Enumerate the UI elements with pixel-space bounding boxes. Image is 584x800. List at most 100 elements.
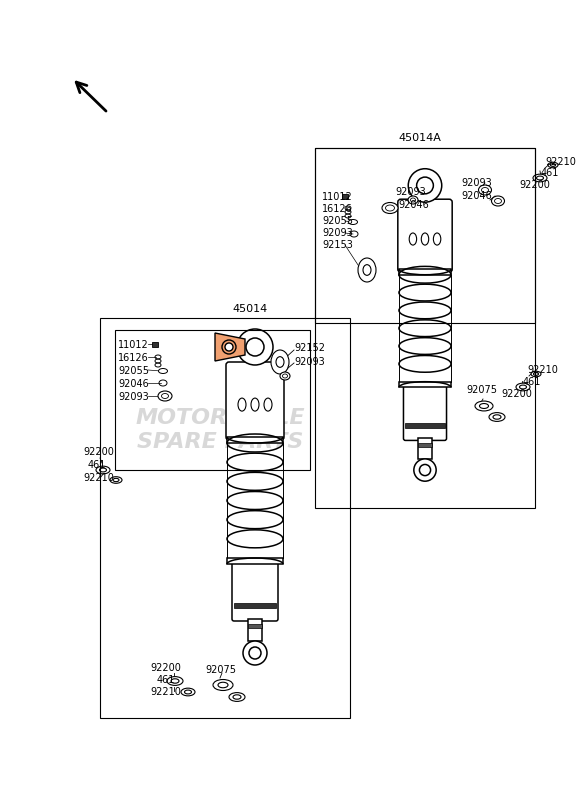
Text: 92153: 92153 bbox=[322, 240, 353, 250]
Bar bbox=[100, 318, 350, 718]
Text: 16126: 16126 bbox=[118, 353, 149, 363]
Ellipse shape bbox=[416, 177, 433, 194]
Ellipse shape bbox=[96, 466, 110, 474]
Text: 461: 461 bbox=[88, 460, 106, 470]
Text: 92200: 92200 bbox=[519, 180, 550, 190]
Ellipse shape bbox=[213, 679, 233, 690]
Text: 92093: 92093 bbox=[395, 187, 426, 197]
Ellipse shape bbox=[493, 414, 501, 419]
Ellipse shape bbox=[479, 403, 488, 409]
Ellipse shape bbox=[475, 401, 493, 411]
Ellipse shape bbox=[358, 258, 376, 282]
Ellipse shape bbox=[276, 357, 284, 367]
Text: 461: 461 bbox=[541, 168, 559, 178]
Ellipse shape bbox=[478, 185, 492, 195]
Ellipse shape bbox=[385, 205, 395, 211]
Ellipse shape bbox=[382, 202, 398, 214]
Ellipse shape bbox=[243, 641, 267, 665]
Ellipse shape bbox=[158, 369, 168, 374]
Text: 92093: 92093 bbox=[294, 357, 325, 367]
Ellipse shape bbox=[181, 688, 195, 696]
Ellipse shape bbox=[113, 478, 119, 482]
Polygon shape bbox=[215, 333, 245, 361]
Bar bbox=[227, 558, 283, 564]
Text: 461: 461 bbox=[157, 675, 175, 685]
Text: 92093: 92093 bbox=[322, 228, 353, 238]
Ellipse shape bbox=[548, 162, 558, 168]
Bar bbox=[419, 438, 432, 459]
Text: 45014: 45014 bbox=[232, 304, 267, 314]
Ellipse shape bbox=[218, 682, 228, 688]
Ellipse shape bbox=[489, 413, 505, 422]
Bar bbox=[227, 437, 283, 443]
Bar bbox=[419, 443, 432, 446]
Ellipse shape bbox=[408, 196, 418, 204]
Ellipse shape bbox=[249, 647, 261, 659]
Text: MOTORCYCLE
SPARE PARTS: MOTORCYCLE SPARE PARTS bbox=[135, 408, 305, 451]
Text: 11012: 11012 bbox=[322, 192, 353, 202]
Ellipse shape bbox=[246, 338, 264, 356]
Bar bbox=[399, 269, 451, 274]
Ellipse shape bbox=[411, 198, 415, 202]
Text: 16126: 16126 bbox=[322, 204, 353, 214]
FancyBboxPatch shape bbox=[226, 362, 284, 440]
Text: 45014A: 45014A bbox=[398, 133, 442, 143]
Ellipse shape bbox=[238, 398, 246, 411]
Ellipse shape bbox=[233, 694, 241, 699]
Ellipse shape bbox=[251, 398, 259, 411]
Ellipse shape bbox=[419, 465, 430, 476]
Ellipse shape bbox=[414, 459, 436, 481]
Ellipse shape bbox=[481, 187, 488, 193]
Ellipse shape bbox=[158, 391, 172, 401]
Text: 11012: 11012 bbox=[118, 340, 149, 350]
Ellipse shape bbox=[349, 219, 357, 225]
Ellipse shape bbox=[531, 371, 541, 377]
Ellipse shape bbox=[99, 468, 106, 472]
FancyBboxPatch shape bbox=[398, 199, 452, 272]
Ellipse shape bbox=[110, 477, 122, 483]
Ellipse shape bbox=[516, 383, 530, 391]
Bar bbox=[342, 194, 348, 198]
Bar bbox=[248, 619, 262, 641]
Bar bbox=[248, 624, 262, 628]
Ellipse shape bbox=[167, 677, 183, 686]
Text: 92210: 92210 bbox=[545, 157, 576, 167]
Text: 92200: 92200 bbox=[501, 389, 532, 399]
Ellipse shape bbox=[271, 350, 289, 374]
Ellipse shape bbox=[171, 678, 179, 683]
Bar bbox=[315, 148, 535, 508]
Bar bbox=[115, 330, 310, 470]
Ellipse shape bbox=[495, 198, 502, 203]
Ellipse shape bbox=[162, 394, 169, 398]
Ellipse shape bbox=[551, 164, 555, 166]
Ellipse shape bbox=[185, 690, 192, 694]
Ellipse shape bbox=[520, 385, 527, 389]
Text: 92055: 92055 bbox=[322, 216, 353, 226]
Bar bbox=[315, 148, 535, 323]
Text: 92200: 92200 bbox=[150, 663, 181, 673]
Text: 92093: 92093 bbox=[461, 178, 492, 188]
Ellipse shape bbox=[537, 176, 544, 180]
Text: 92055: 92055 bbox=[118, 366, 149, 376]
Text: 92210: 92210 bbox=[527, 365, 558, 375]
Bar bbox=[405, 423, 444, 428]
Text: 92200: 92200 bbox=[83, 447, 114, 457]
Ellipse shape bbox=[534, 373, 538, 375]
Ellipse shape bbox=[363, 265, 371, 275]
Ellipse shape bbox=[280, 372, 290, 380]
Ellipse shape bbox=[408, 169, 442, 202]
Ellipse shape bbox=[225, 343, 233, 351]
Ellipse shape bbox=[533, 174, 547, 182]
Text: 92075: 92075 bbox=[466, 385, 497, 395]
Text: 92046: 92046 bbox=[461, 191, 492, 201]
Text: 92210: 92210 bbox=[150, 687, 181, 697]
Bar bbox=[399, 382, 451, 387]
Ellipse shape bbox=[237, 329, 273, 365]
Text: 92046: 92046 bbox=[398, 200, 429, 210]
Text: 92093: 92093 bbox=[118, 392, 149, 402]
Ellipse shape bbox=[409, 233, 416, 245]
Bar bbox=[152, 342, 158, 346]
Text: 92152: 92152 bbox=[294, 343, 325, 353]
FancyBboxPatch shape bbox=[404, 386, 447, 441]
Bar bbox=[234, 602, 276, 607]
